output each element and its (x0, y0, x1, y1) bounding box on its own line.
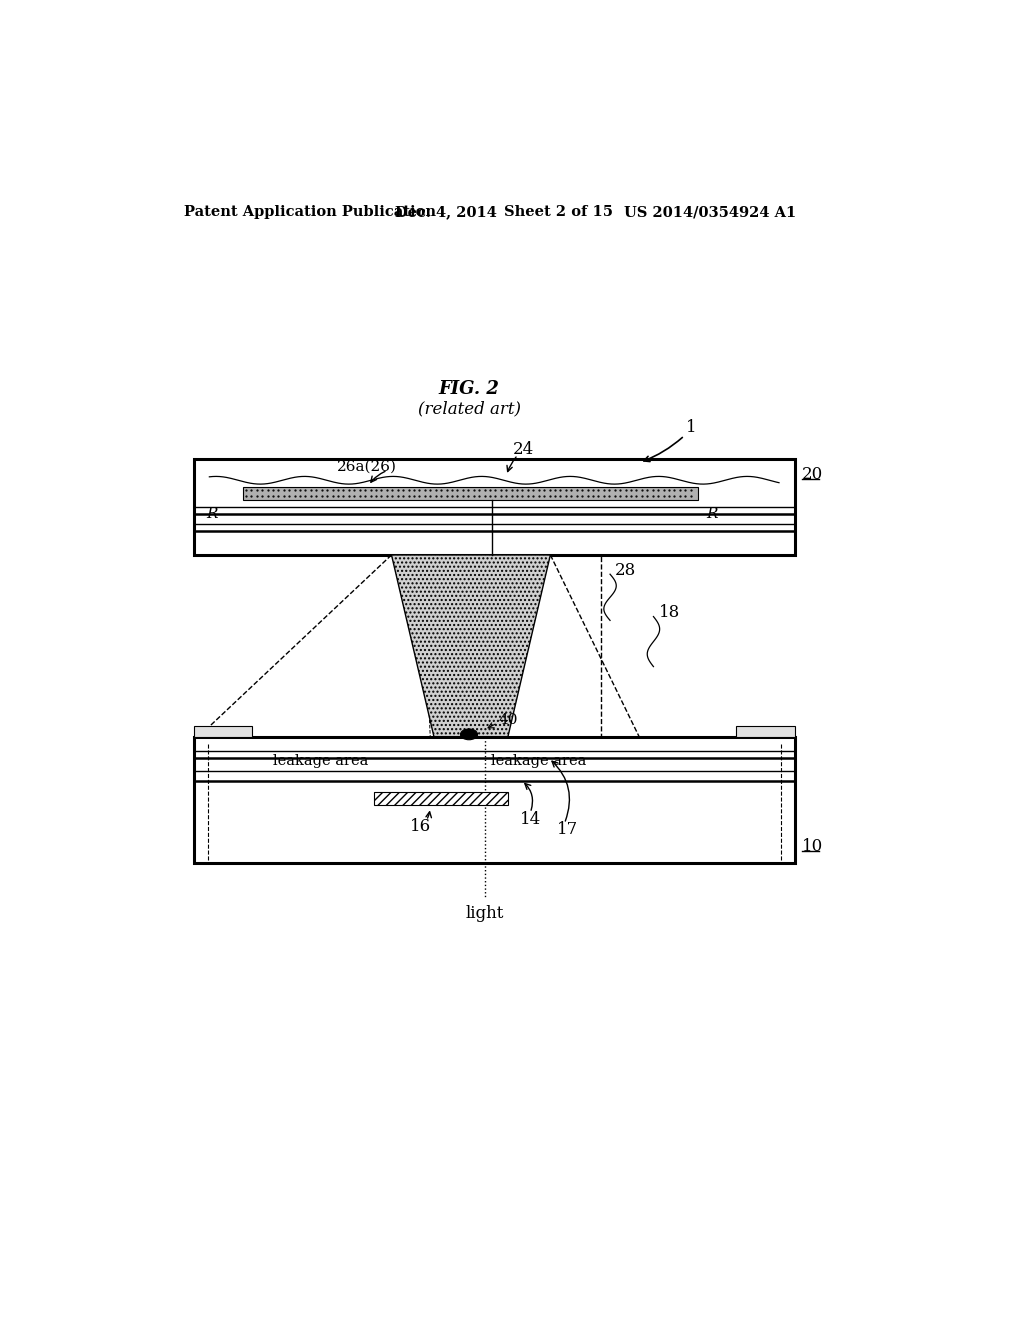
Text: 10: 10 (802, 837, 823, 854)
Text: Dec. 4, 2014: Dec. 4, 2014 (395, 206, 498, 219)
Text: leakage area: leakage area (272, 754, 368, 768)
Text: Patent Application Publication: Patent Application Publication (183, 206, 436, 219)
Text: Sheet 2 of 15: Sheet 2 of 15 (504, 206, 613, 219)
Text: 14: 14 (520, 810, 542, 828)
Text: 16: 16 (411, 818, 431, 836)
Bar (736, 726, 795, 738)
Text: 26a(26): 26a(26) (337, 459, 397, 474)
Bar (194, 459, 795, 554)
Text: 28: 28 (614, 562, 636, 579)
Text: R: R (206, 507, 217, 521)
Text: 24: 24 (513, 441, 535, 458)
Ellipse shape (461, 729, 477, 739)
Polygon shape (391, 554, 550, 738)
Bar (375, 792, 508, 805)
Text: leakage area: leakage area (492, 754, 587, 768)
Text: 17: 17 (557, 821, 579, 838)
Text: 1: 1 (686, 420, 696, 437)
Text: FIG. 2: FIG. 2 (438, 380, 500, 399)
Text: 20: 20 (802, 466, 823, 483)
Bar (194, 738, 795, 863)
Text: 18: 18 (658, 605, 680, 622)
Text: 40: 40 (499, 714, 518, 727)
Text: R: R (706, 507, 718, 521)
Text: light: light (465, 904, 504, 921)
Text: US 2014/0354924 A1: US 2014/0354924 A1 (624, 206, 797, 219)
Bar (243, 487, 697, 499)
Text: (related art): (related art) (418, 400, 520, 417)
Bar (194, 726, 252, 738)
